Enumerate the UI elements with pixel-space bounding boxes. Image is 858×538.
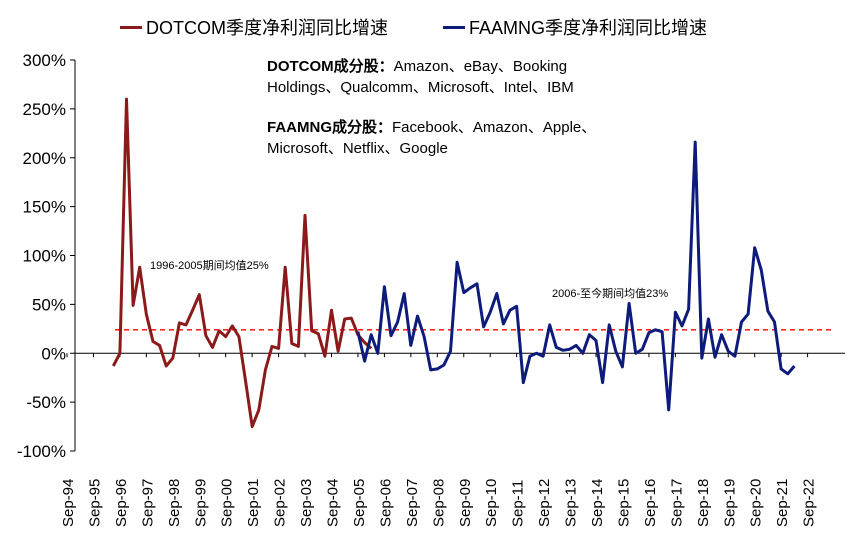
x-tick-label: Sep-07 — [404, 479, 421, 527]
x-tick-label: Sep-03 — [298, 479, 315, 527]
x-tick-label: Sep-99 — [192, 479, 209, 527]
y-axis-ticks: 300% 250% 200% 150% 100% 50% 0% -50% -100% — [17, 51, 75, 461]
x-tick-label: Sep-11 — [510, 480, 527, 527]
y-tick-label: 0% — [41, 344, 66, 363]
legend-label-faamng: FAAMNG季度净利润同比增速 — [469, 18, 708, 38]
legend-label-dotcom: DOTCOM季度净利润同比增速 — [146, 18, 388, 38]
x-tick-label: Sep-17 — [668, 479, 685, 527]
y-tick-label: 300% — [23, 51, 66, 70]
avg-label-faamng: 2006-至今期间均值23% — [552, 288, 669, 300]
x-tick-label: Sep-10 — [483, 479, 500, 527]
x-tick-label: Sep-18 — [695, 479, 712, 527]
x-tick-label: Sep-01 — [245, 479, 262, 527]
x-tick-label: Sep-04 — [325, 479, 342, 527]
legend-swatch-faamng — [443, 25, 465, 29]
series-line-dotcom — [111, 97, 373, 429]
y-tick-label: -100% — [17, 442, 66, 461]
faamng-constituents-note: FAAMNG成分股：Facebook、Amazon、Apple、 Microso… — [267, 117, 596, 159]
series-lines — [111, 97, 796, 429]
x-tick-label: Sep-06 — [377, 479, 394, 527]
y-tick-label: 50% — [32, 295, 66, 314]
x-tick-label: Sep-94 — [60, 479, 77, 527]
y-tick-label: 200% — [23, 149, 66, 168]
x-tick-label: Sep-97 — [139, 479, 156, 527]
x-tick-label: Sep-15 — [615, 479, 632, 527]
x-tick-label: Sep-02 — [272, 479, 289, 527]
dotcom-note-line1: Amazon、eBay、Booking — [393, 58, 568, 75]
legend-item-faamng: FAAMNG季度净利润同比增速 — [443, 14, 707, 40]
y-tick-label: 250% — [23, 100, 66, 119]
x-tick-label: Sep-19 — [721, 479, 738, 527]
x-tick-label: Sep-96 — [113, 479, 130, 527]
x-tick-label: Sep-09 — [457, 479, 474, 527]
x-tick-label: Sep-12 — [536, 479, 553, 527]
avg-label-dotcom: 1996-2005期间均值25% — [150, 260, 269, 272]
x-tick-label: Sep-05 — [351, 479, 368, 527]
faamng-note-title: FAAMNG成分股： — [267, 119, 392, 136]
faamng-note-line2: Microsoft、Netflix、Google — [267, 140, 448, 157]
faamng-note-line1: Facebook、Amazon、Apple、 — [392, 119, 597, 136]
dotcom-note-line2: Holdings、Qualcomm、Microsoft、Intel、IBM — [267, 79, 574, 96]
x-tick-label: Sep-08 — [430, 479, 447, 527]
x-tick-label: Sep-20 — [748, 479, 765, 527]
y-tick-label: -50% — [26, 393, 66, 412]
x-tick-label: Sep-98 — [166, 479, 183, 527]
x-tick-label: Sep-14 — [589, 479, 606, 527]
legend-item-dotcom: DOTCOM季度净利润同比增速 — [120, 14, 388, 40]
legend-swatch-dotcom — [120, 25, 142, 29]
dotcom-constituents-note: DOTCOM成分股：Amazon、eBay、Booking Holdings、Q… — [267, 56, 574, 98]
x-tick-label: Sep-00 — [219, 479, 236, 527]
x-tick-label: Sep-95 — [86, 479, 103, 527]
y-tick-label: 150% — [23, 198, 66, 217]
x-tick-label: Sep-13 — [563, 479, 580, 527]
x-tick-label: Sep-16 — [642, 479, 659, 527]
x-axis-ticks: Sep-94 Sep-95 Sep-96 Sep-97 Sep-98 Sep-99 Sep-… — [60, 353, 818, 527]
dotcom-note-title: DOTCOM成分股： — [267, 58, 394, 75]
x-tick-label: Sep-21 — [774, 479, 791, 527]
y-tick-label: 100% — [23, 247, 66, 266]
series-line-faamng — [356, 140, 796, 412]
x-tick-label: Sep-22 — [801, 479, 818, 527]
